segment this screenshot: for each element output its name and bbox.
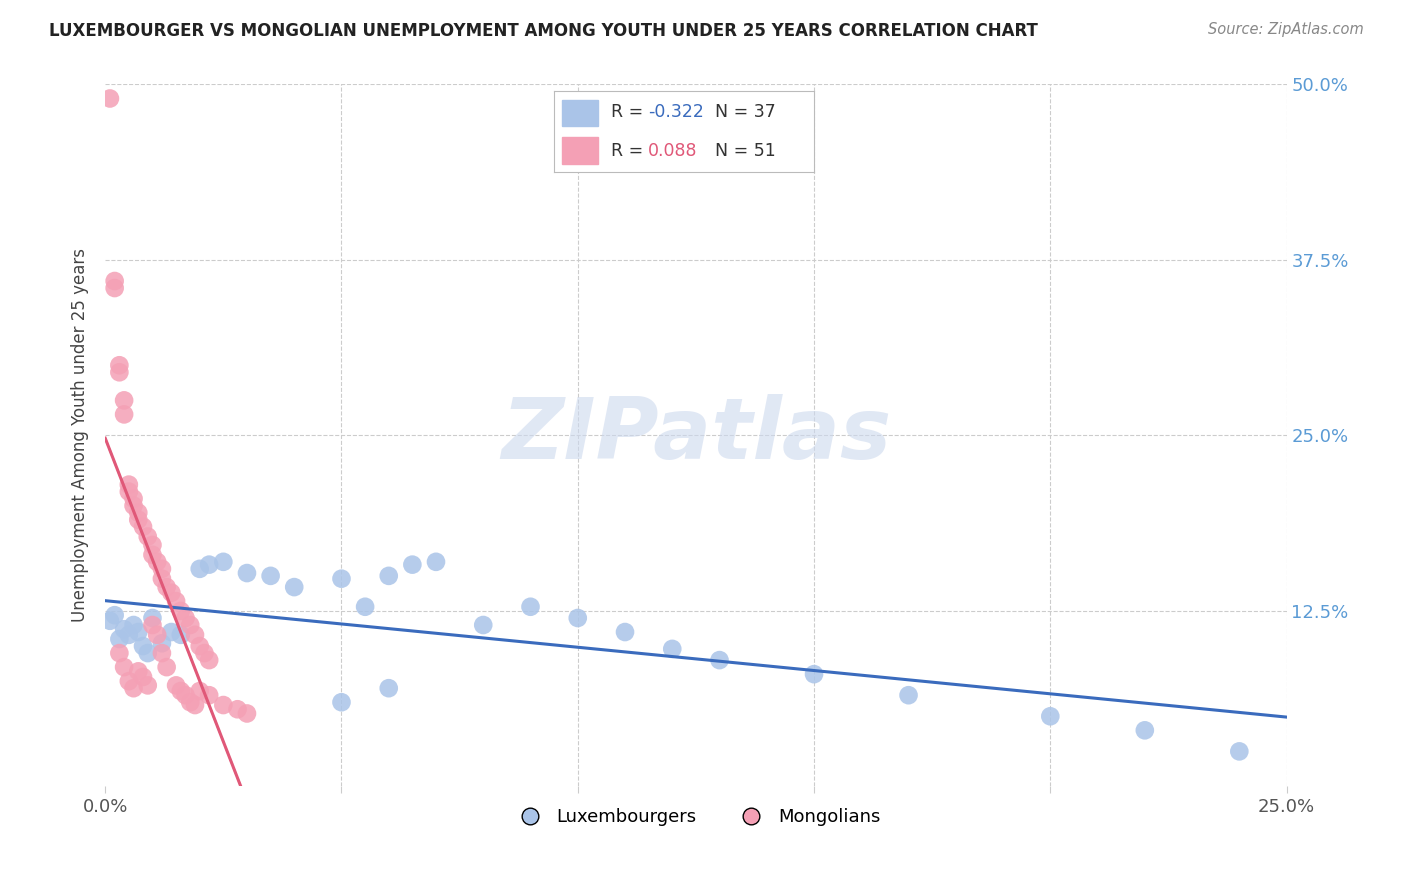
Point [141,548,163,562]
Point [179,695,201,709]
Text: ZIPatlas: ZIPatlas [501,394,891,477]
Point [141,538,163,552]
Point [150,646,173,660]
Point [132,639,155,653]
Point [226,702,249,716]
Point [118,674,141,689]
Point [1227,744,1250,758]
Point [104,281,127,295]
Legend: Luxembourgers, Mongolians: Luxembourgers, Mongolians [505,801,887,834]
Point [184,698,207,712]
Point [184,628,207,642]
Point [112,622,135,636]
Point [1039,709,1062,723]
Point [104,274,127,288]
Point [259,569,281,583]
Point [661,641,683,656]
Point [212,698,235,712]
Point [112,660,135,674]
Point [354,599,377,614]
Point [198,558,221,572]
Point [150,572,173,586]
Point [188,562,211,576]
Point [150,636,173,650]
Text: LUXEMBOURGER VS MONGOLIAN UNEMPLOYMENT AMONG YOUTH UNDER 25 YEARS CORRELATION CH: LUXEMBOURGER VS MONGOLIAN UNEMPLOYMENT A… [49,22,1038,40]
Point [122,618,145,632]
Point [472,618,495,632]
Point [170,628,193,642]
Point [198,653,221,667]
Point [108,358,131,372]
Point [330,695,353,709]
Point [165,678,187,692]
Point [160,625,183,640]
Point [236,566,259,580]
Point [127,513,149,527]
Point [108,365,131,379]
Point [104,608,127,623]
Point [614,625,637,640]
Point [193,646,215,660]
Point [174,611,197,625]
Point [122,499,145,513]
Point [709,653,731,667]
Point [98,614,121,628]
Point [112,408,135,422]
Point [283,580,305,594]
Point [108,646,131,660]
Point [136,678,159,692]
Point [1133,723,1156,738]
Point [198,688,221,702]
Point [174,688,197,702]
Point [377,569,399,583]
Point [179,618,201,632]
Point [188,684,211,698]
Point [897,688,920,702]
Point [377,681,399,696]
Point [170,604,193,618]
Point [112,393,135,408]
Point [156,660,179,674]
Point [122,681,145,696]
Point [165,594,187,608]
Point [401,558,423,572]
Point [118,484,141,499]
Point [146,555,169,569]
Point [127,506,149,520]
Point [141,611,163,625]
Point [98,91,121,105]
Point [160,585,183,599]
Point [122,491,145,506]
Point [188,639,211,653]
Point [425,555,447,569]
Point [118,477,141,491]
Point [330,572,353,586]
Point [236,706,259,721]
Point [141,618,163,632]
Point [150,562,173,576]
Point [519,599,541,614]
Point [136,530,159,544]
Point [803,667,825,681]
Point [127,665,149,679]
Point [170,684,193,698]
Point [118,628,141,642]
Point [136,646,159,660]
Text: Source: ZipAtlas.com: Source: ZipAtlas.com [1208,22,1364,37]
Point [212,555,235,569]
Point [156,580,179,594]
Point [132,519,155,533]
Point [567,611,589,625]
Point [127,625,149,640]
Point [108,632,131,646]
Point [146,628,169,642]
Y-axis label: Unemployment Among Youth under 25 years: Unemployment Among Youth under 25 years [72,249,89,623]
Point [132,670,155,684]
